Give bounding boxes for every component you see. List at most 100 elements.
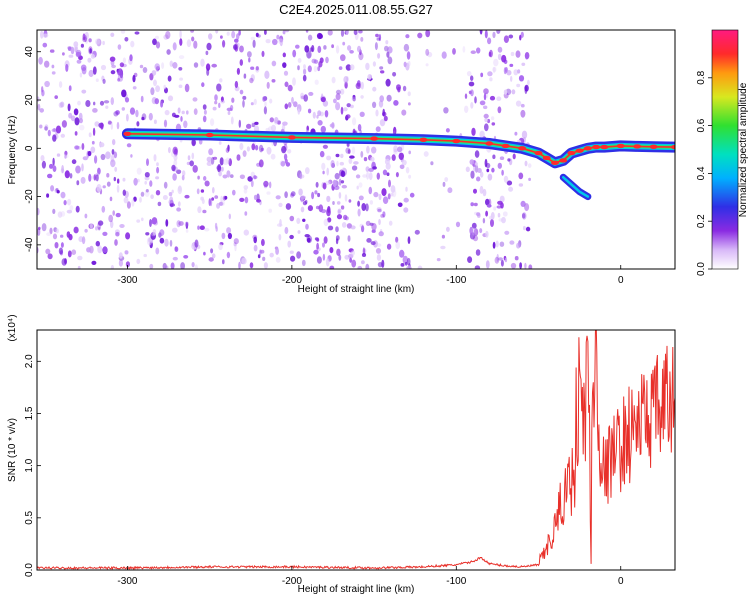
noise-speck bbox=[253, 244, 258, 252]
noise-speck bbox=[124, 37, 129, 42]
noise-speck bbox=[491, 167, 495, 173]
noise-speck bbox=[142, 67, 148, 73]
noise-speck bbox=[399, 249, 405, 258]
noise-speck bbox=[470, 170, 475, 179]
noise-speck bbox=[490, 116, 495, 121]
noise-speck bbox=[99, 142, 105, 148]
noise-speck bbox=[379, 119, 386, 127]
noise-speck bbox=[88, 38, 92, 43]
noise-speck bbox=[58, 81, 63, 88]
noise-speck bbox=[284, 158, 288, 164]
noise-speck bbox=[191, 152, 195, 160]
noise-speck bbox=[287, 102, 292, 108]
noise-speck bbox=[71, 159, 77, 165]
spectrogram-ridge-point bbox=[551, 160, 559, 165]
noise-speck bbox=[211, 253, 216, 259]
noise-speck bbox=[256, 198, 261, 203]
noise-speck bbox=[92, 108, 98, 113]
noise-speck bbox=[284, 103, 289, 110]
noise-speck bbox=[116, 121, 120, 130]
spectrogram-ridge-point bbox=[600, 144, 609, 150]
noise-speck bbox=[163, 84, 166, 90]
noise-speck bbox=[383, 115, 388, 122]
noise-speck bbox=[51, 71, 56, 75]
noise-speck bbox=[192, 165, 198, 173]
noise-speck bbox=[385, 40, 389, 45]
noise-speck bbox=[406, 257, 411, 266]
noise-speck bbox=[436, 258, 441, 262]
noise-speck bbox=[84, 31, 89, 40]
noise-speck bbox=[319, 150, 325, 158]
noise-speck bbox=[70, 46, 75, 55]
noise-speck bbox=[41, 160, 47, 169]
noise-speck bbox=[225, 157, 230, 164]
noise-speck bbox=[46, 193, 50, 198]
noise-speck bbox=[101, 205, 106, 213]
noise-speck bbox=[106, 181, 111, 187]
noise-speck bbox=[501, 216, 506, 224]
noise-speck bbox=[71, 249, 77, 255]
noise-speck bbox=[343, 76, 349, 84]
noise-speck bbox=[250, 74, 255, 82]
noise-speck bbox=[266, 146, 272, 155]
noise-speck bbox=[497, 53, 502, 60]
noise-speck bbox=[156, 166, 160, 174]
noise-speck bbox=[380, 70, 385, 74]
noise-speck bbox=[191, 262, 195, 268]
noise-speck bbox=[218, 243, 223, 251]
noise-speck bbox=[239, 142, 244, 151]
noise-speck bbox=[258, 144, 264, 153]
noise-speck bbox=[516, 83, 521, 88]
spectrogram-ridge-point bbox=[649, 144, 658, 149]
noise-speck bbox=[335, 93, 341, 101]
noise-speck bbox=[261, 238, 265, 247]
noise-speck bbox=[326, 167, 330, 176]
noise-speck bbox=[496, 96, 502, 101]
noise-speck bbox=[139, 64, 144, 69]
noise-speck bbox=[108, 214, 114, 223]
noise-speck bbox=[360, 37, 364, 42]
noise-speck bbox=[340, 153, 344, 159]
noise-speck bbox=[236, 33, 240, 40]
noise-speck bbox=[417, 265, 423, 269]
noise-speck bbox=[251, 143, 256, 151]
noise-speck bbox=[94, 155, 98, 164]
noise-speck bbox=[153, 154, 157, 162]
noise-speck bbox=[302, 74, 307, 82]
noise-speck bbox=[97, 222, 102, 230]
noise-speck bbox=[284, 191, 288, 199]
noise-speck bbox=[214, 94, 218, 101]
noise-speck bbox=[62, 52, 65, 56]
noise-speck bbox=[82, 33, 86, 41]
noise-speck bbox=[120, 30, 126, 34]
snr-y-tick-label: 0.0 bbox=[24, 563, 35, 577]
noise-speck bbox=[226, 107, 233, 112]
noise-speck bbox=[300, 206, 305, 213]
noise-speck bbox=[306, 235, 313, 244]
noise-speck bbox=[521, 212, 527, 220]
noise-speck bbox=[499, 156, 505, 160]
noise-speck bbox=[145, 232, 150, 236]
noise-speck bbox=[92, 66, 97, 75]
noise-speck bbox=[182, 170, 186, 177]
noise-speck bbox=[266, 81, 270, 89]
noise-speck bbox=[80, 64, 87, 71]
noise-speck bbox=[212, 156, 218, 160]
noise-speck bbox=[316, 32, 323, 40]
noise-speck bbox=[480, 72, 484, 78]
noise-speck bbox=[81, 143, 85, 150]
noise-speck bbox=[52, 233, 58, 240]
noise-speck bbox=[226, 170, 231, 178]
noise-speck bbox=[151, 218, 156, 225]
noise-speck bbox=[284, 30, 290, 33]
noise-speck bbox=[146, 237, 153, 246]
noise-speck bbox=[474, 162, 478, 166]
noise-speck bbox=[362, 247, 366, 255]
noise-speck bbox=[473, 188, 477, 194]
noise-speck bbox=[384, 158, 390, 165]
noise-speck bbox=[180, 116, 183, 122]
noise-speck bbox=[131, 198, 135, 207]
noise-speck bbox=[483, 88, 489, 95]
noise-speck bbox=[88, 132, 92, 138]
noise-speck bbox=[382, 211, 386, 218]
